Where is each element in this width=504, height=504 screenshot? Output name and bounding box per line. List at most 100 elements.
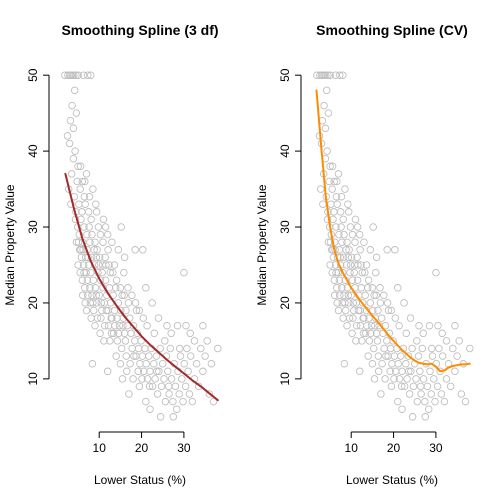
scatter-point [323, 147, 331, 155]
scatter-point [416, 367, 424, 376]
scatter-point [88, 291, 96, 300]
scatter-point [111, 284, 120, 292]
scatter-point [363, 321, 371, 330]
scatter-point [176, 352, 185, 360]
scatter-point [415, 321, 423, 330]
scatter-point [344, 291, 353, 300]
scatter-point [348, 329, 356, 338]
scatter-point [347, 253, 356, 262]
scatter-point [214, 344, 222, 353]
scatter-point [334, 170, 343, 178]
scatter-point [332, 268, 340, 277]
scatter-point [400, 382, 409, 391]
x-tick-label: 30 [177, 441, 191, 455]
spline-line [64, 172, 219, 402]
scatter-point [186, 352, 195, 360]
scatter-point [95, 253, 104, 262]
spline-line [315, 89, 471, 373]
scatter-point [128, 291, 136, 300]
x-axis-label-right: Lower Status (%) [346, 473, 438, 487]
scatter-point [89, 299, 97, 307]
scatter-point [88, 359, 97, 368]
scatter-point [391, 246, 399, 254]
scatter-point [338, 299, 347, 307]
scatter-point [115, 321, 124, 330]
scatter-point [343, 238, 351, 246]
scatter-point [374, 367, 383, 376]
scatter-point [161, 337, 169, 345]
scatter-point [364, 276, 373, 284]
x-tick-label: 10 [93, 441, 107, 455]
scatter-point [338, 238, 346, 246]
scatter-point [376, 284, 384, 292]
scatter-point [345, 246, 353, 254]
scatter-point [361, 291, 369, 300]
scatter-point [161, 397, 170, 406]
scatter-point [400, 299, 408, 307]
scatter-point [426, 367, 434, 376]
scatter-point [394, 284, 402, 292]
scatter-point [353, 223, 362, 231]
scatter-point [130, 352, 138, 360]
scatter-point [61, 71, 69, 79]
scatter-point [438, 352, 447, 360]
scatter-points-left [61, 71, 222, 421]
scatter-point [356, 246, 364, 254]
scatter-point [100, 321, 109, 330]
scatter-point [349, 314, 357, 322]
scatter-point [182, 321, 190, 330]
scatter-point [466, 344, 474, 353]
scatter-point [333, 299, 341, 307]
scatter-point [113, 337, 122, 345]
scatter-point [117, 306, 125, 315]
scatter-point [455, 337, 463, 345]
scatter-point [377, 390, 385, 398]
scatter-point [355, 367, 364, 376]
scatter-point [442, 375, 451, 383]
scatter-point [143, 321, 151, 330]
scatter-point [391, 314, 400, 322]
scatter-point [339, 253, 348, 262]
y-axis-label-left: Median Property Value [3, 184, 17, 306]
scatter-point [440, 397, 449, 406]
scatter-point [105, 261, 113, 269]
scatter-point [323, 215, 332, 224]
scatter-point [354, 306, 363, 315]
scatter-point [353, 276, 362, 284]
scatter-point [114, 329, 123, 338]
scatter-point [336, 71, 344, 79]
scatter-point [138, 375, 146, 383]
scatter-point [91, 238, 99, 246]
scatter-point [366, 329, 375, 338]
scatter-point [169, 413, 178, 421]
scatter-point [70, 71, 78, 79]
scatter-point [336, 208, 345, 216]
scatter-point [461, 397, 470, 406]
scatter-point [163, 321, 171, 330]
scatter-point [412, 375, 420, 383]
scatter-point [92, 200, 100, 208]
scatter-point [342, 261, 351, 269]
scatter-point [346, 223, 355, 231]
scatter-point [109, 329, 118, 338]
scatter-point [136, 359, 144, 368]
scatter-point [96, 329, 104, 338]
scatter-point [358, 337, 366, 345]
scatter-point [343, 321, 351, 330]
scatter-point [438, 329, 446, 338]
scatter-point [333, 200, 341, 208]
scatter-point [179, 397, 187, 406]
scatter-point [348, 276, 357, 284]
scatter-point [152, 352, 161, 360]
scatter-point [87, 268, 95, 277]
scatter-point [336, 291, 344, 300]
scatter-point [431, 397, 439, 406]
scatter-point [414, 352, 423, 360]
scatter-point [371, 321, 379, 330]
scatter-point [374, 306, 382, 315]
scatter-point [351, 238, 359, 246]
scatter-point [377, 314, 386, 322]
scatter-point [332, 223, 340, 231]
y-tick-label: 20 [26, 296, 40, 310]
scatter-point [87, 71, 95, 79]
